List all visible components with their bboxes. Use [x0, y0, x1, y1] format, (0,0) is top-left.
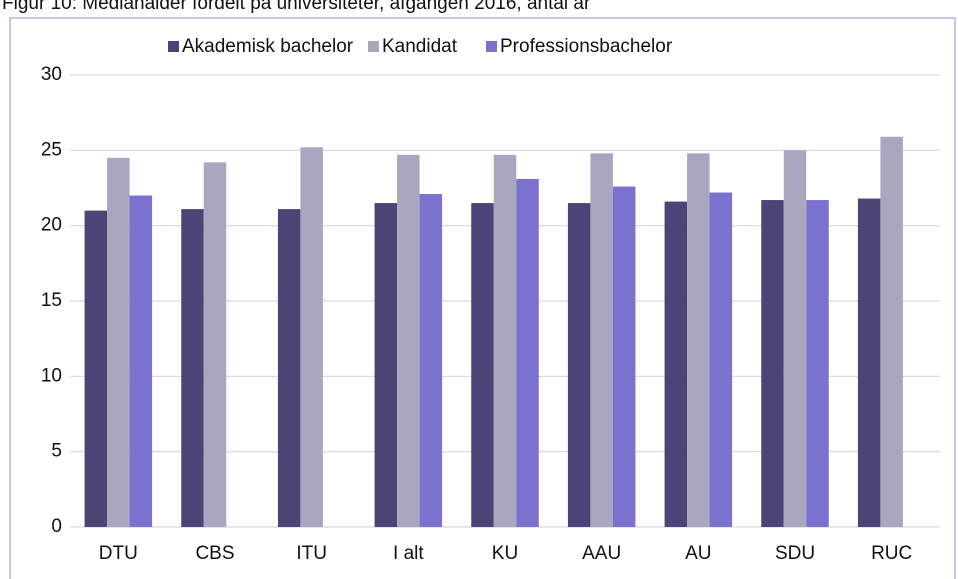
bar — [567, 203, 591, 528]
legend-label: Kandidat — [382, 36, 458, 57]
y-tick-label: 0 — [51, 516, 62, 537]
y-tick-label: 15 — [41, 290, 62, 311]
x-tick-label: ITU — [296, 543, 327, 564]
y-tick-label: 30 — [41, 64, 62, 85]
x-tick-label: SDU — [775, 543, 815, 564]
bar — [687, 153, 710, 527]
bar — [664, 201, 688, 527]
y-tick-label: 20 — [41, 215, 62, 236]
bar — [181, 209, 204, 528]
chart-title: Figur 10: Medianalder fordelt på univers… — [2, 0, 591, 14]
legend-swatch — [368, 41, 379, 52]
legend-label: Professionsbachelor — [500, 36, 673, 57]
legend-swatch — [168, 41, 179, 52]
bar — [277, 209, 301, 528]
bar — [84, 210, 108, 527]
bar — [493, 154, 517, 527]
x-tick-label: AU — [685, 543, 711, 564]
x-tick-label: AAU — [582, 543, 621, 564]
legend-swatch — [486, 41, 497, 52]
x-tick-label: RUC — [871, 543, 912, 564]
bar — [612, 186, 636, 527]
bar — [107, 157, 130, 527]
bar — [857, 198, 881, 527]
legend-label: Akademisk bachelor — [182, 36, 354, 57]
x-tick-label: DTU — [99, 543, 138, 564]
bar — [419, 194, 443, 527]
bar — [203, 162, 227, 528]
bar — [397, 154, 420, 527]
bar — [880, 136, 903, 528]
x-tick-label: KU — [492, 543, 518, 564]
bar — [516, 178, 539, 527]
x-tick-label: CBS — [195, 543, 234, 564]
y-tick-label: 25 — [41, 139, 62, 160]
bar — [806, 200, 829, 527]
bar — [374, 203, 398, 528]
bar — [761, 200, 784, 527]
y-tick-label: 5 — [51, 441, 62, 462]
bar — [129, 195, 153, 528]
bar — [471, 203, 494, 528]
x-tick-label: I alt — [393, 543, 424, 564]
bar — [709, 192, 733, 527]
y-tick-label: 10 — [41, 365, 62, 386]
bar — [300, 147, 323, 527]
bar — [783, 150, 807, 528]
bar — [590, 153, 613, 527]
